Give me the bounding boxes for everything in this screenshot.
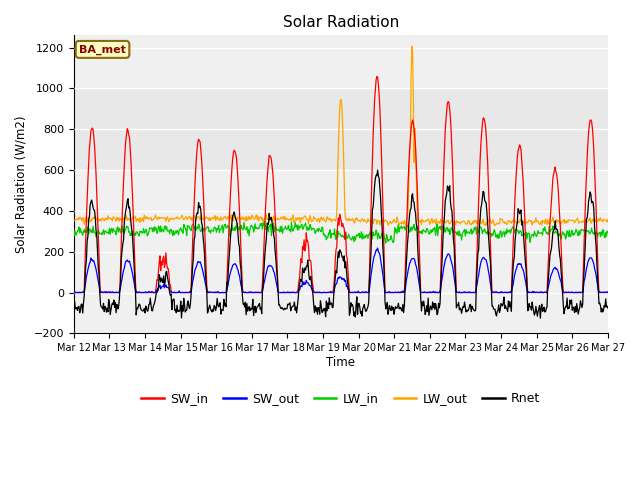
- SW_in: [422, 290, 430, 296]
- LW_out: [189, 216, 196, 221]
- LW_in: [217, 226, 225, 232]
- Rnet: [70, 298, 77, 303]
- Y-axis label: Solar Radiation (W/m2): Solar Radiation (W/m2): [15, 116, 28, 253]
- LW_out: [604, 216, 612, 222]
- SW_in: [406, 136, 414, 142]
- SW_in: [70, 290, 77, 296]
- Line: Rnet: Rnet: [74, 170, 608, 318]
- SW_in: [373, 73, 381, 79]
- LW_out: [408, 43, 415, 49]
- Line: LW_out: LW_out: [74, 46, 608, 226]
- LW_out: [406, 139, 414, 144]
- Rnet: [189, 264, 196, 269]
- SW_out: [604, 289, 612, 295]
- LW_out: [402, 223, 410, 228]
- SW_out: [423, 290, 431, 296]
- Rnet: [79, 300, 87, 306]
- SW_out: [72, 290, 79, 296]
- LW_in: [261, 218, 269, 224]
- Legend: SW_in, SW_out, LW_in, LW_out, Rnet: SW_in, SW_out, LW_in, LW_out, Rnet: [136, 387, 545, 410]
- SW_in: [217, 289, 225, 295]
- Line: SW_in: SW_in: [74, 76, 608, 293]
- SW_in: [189, 239, 196, 245]
- SW_out: [135, 289, 143, 295]
- LW_in: [382, 240, 390, 246]
- SW_in: [604, 290, 612, 296]
- LW_out: [70, 218, 77, 224]
- LW_out: [423, 218, 431, 224]
- LW_in: [189, 222, 196, 228]
- SW_out: [81, 289, 88, 295]
- Rnet: [374, 167, 381, 173]
- LW_in: [423, 226, 431, 231]
- LW_in: [134, 231, 142, 237]
- LW_in: [70, 226, 77, 232]
- Rnet: [422, 309, 430, 314]
- SW_out: [70, 289, 77, 295]
- SW_out: [407, 257, 415, 263]
- X-axis label: Time: Time: [326, 356, 355, 369]
- Rnet: [406, 207, 414, 213]
- Line: SW_out: SW_out: [74, 248, 608, 293]
- SW_in: [79, 290, 87, 296]
- Rnet: [536, 315, 544, 321]
- SW_out: [218, 290, 225, 296]
- LW_out: [79, 215, 87, 221]
- SW_out: [189, 276, 197, 281]
- Rnet: [217, 311, 225, 317]
- LW_out: [217, 214, 225, 220]
- LW_in: [604, 229, 612, 235]
- Rnet: [134, 303, 142, 309]
- SW_out: [374, 245, 381, 251]
- Title: Solar Radiation: Solar Radiation: [283, 15, 399, 30]
- SW_in: [134, 290, 142, 296]
- LW_in: [407, 228, 415, 234]
- LW_in: [79, 228, 87, 234]
- Bar: [74, 88, 608, 170]
- Line: LW_in: LW_in: [74, 221, 608, 243]
- LW_out: [134, 218, 142, 224]
- Text: BA_met: BA_met: [79, 44, 126, 55]
- Rnet: [604, 305, 612, 311]
